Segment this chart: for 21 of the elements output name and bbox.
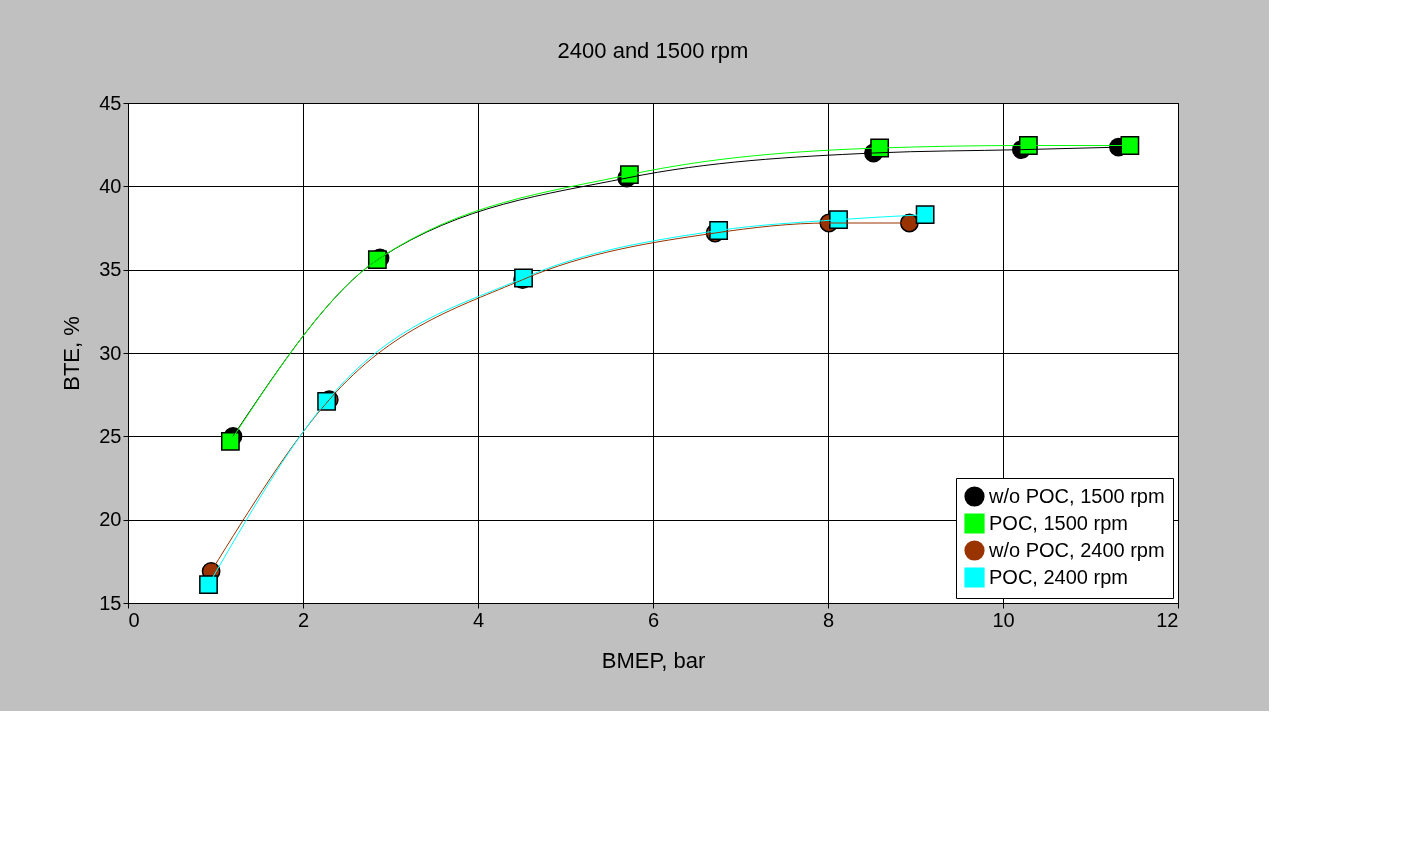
legend-label: w/o POC, 1500 rpm — [988, 484, 1165, 507]
x-axis-title: BMEP, bar — [601, 647, 706, 673]
x-tick-label: 4 — [472, 608, 485, 631]
y-tick-label: 45 — [99, 91, 122, 114]
chart-title: 2400 and 1500 rpm — [557, 38, 749, 63]
y-tick-label: 35 — [99, 258, 122, 281]
y-tick-label: 25 — [99, 424, 122, 447]
y-tick-label: 40 — [99, 174, 122, 197]
x-tick-label: 6 — [647, 608, 660, 631]
y-tick-label: 15 — [99, 591, 122, 614]
x-tick-label: 8 — [822, 608, 835, 631]
x-tick-label: 2 — [297, 608, 310, 631]
legend-label: w/o POC, 2400 rpm — [988, 538, 1165, 561]
x-tick-label: 12 — [1156, 608, 1179, 631]
y-tick-label: 30 — [99, 341, 122, 364]
legend-label: POC, 2400 rpm — [989, 565, 1128, 588]
x-tick-label: 10 — [992, 608, 1015, 631]
legend-label: POC, 1500 rpm — [989, 511, 1128, 534]
y-tick-label: 20 — [99, 508, 122, 531]
y-axis-title: BTE, % — [59, 316, 85, 391]
x-tick-label: 0 — [128, 608, 140, 631]
